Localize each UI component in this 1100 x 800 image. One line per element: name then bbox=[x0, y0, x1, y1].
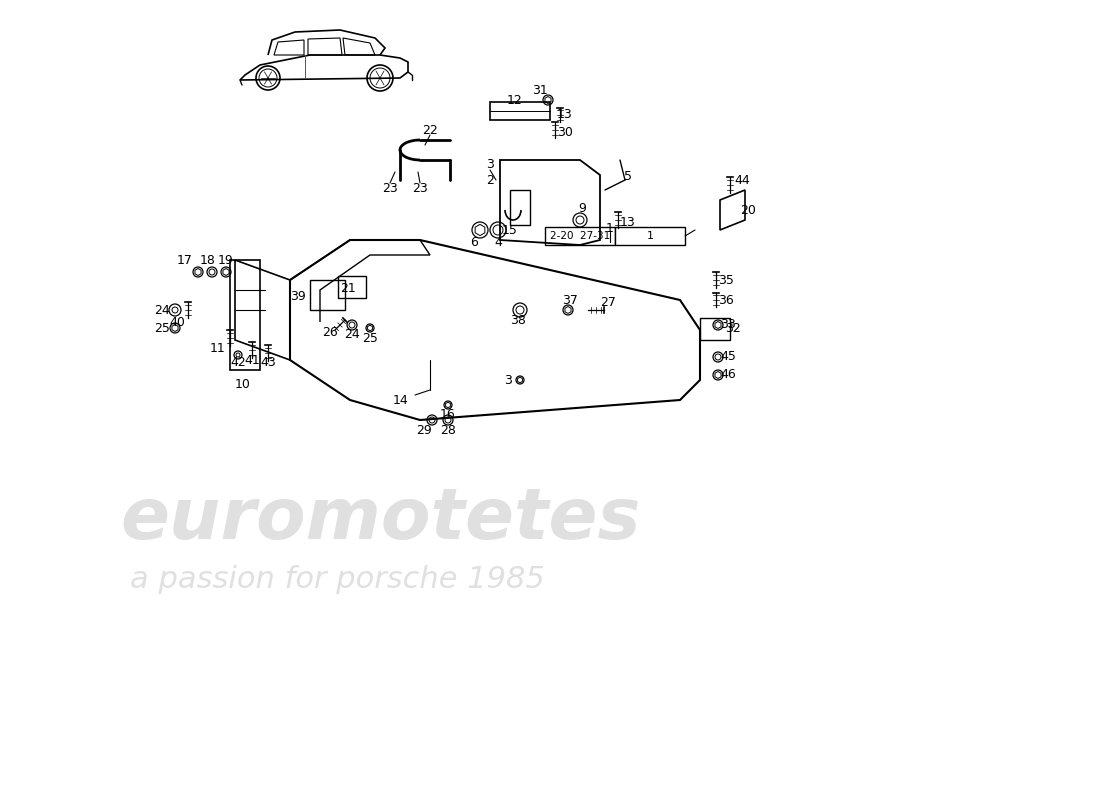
Text: 6: 6 bbox=[470, 235, 477, 249]
Text: 18: 18 bbox=[200, 254, 216, 266]
Text: 31: 31 bbox=[532, 83, 548, 97]
Text: 42: 42 bbox=[230, 357, 246, 370]
Text: 2-20  27-31: 2-20 27-31 bbox=[550, 231, 610, 241]
Text: 27: 27 bbox=[601, 297, 616, 310]
Bar bbox=[510, 190, 530, 225]
Text: 10: 10 bbox=[235, 378, 251, 391]
Text: 4: 4 bbox=[494, 235, 502, 249]
Bar bbox=[700, 318, 730, 340]
Text: 28: 28 bbox=[440, 423, 455, 437]
Text: 25: 25 bbox=[154, 322, 169, 334]
Bar bbox=[338, 276, 366, 298]
Text: 20: 20 bbox=[740, 203, 756, 217]
Text: 15: 15 bbox=[502, 223, 518, 237]
Text: 37: 37 bbox=[562, 294, 578, 306]
Text: 21: 21 bbox=[340, 282, 356, 294]
Text: 32: 32 bbox=[725, 322, 741, 335]
Text: 43: 43 bbox=[260, 357, 276, 370]
Text: 3: 3 bbox=[486, 158, 494, 170]
Text: euromotetes: euromotetes bbox=[120, 486, 640, 554]
Text: 23: 23 bbox=[412, 182, 428, 194]
Text: 23: 23 bbox=[382, 182, 398, 194]
Text: 11: 11 bbox=[210, 342, 225, 354]
Text: 40: 40 bbox=[169, 315, 185, 329]
Text: 24: 24 bbox=[154, 303, 169, 317]
Text: 12: 12 bbox=[507, 94, 522, 106]
Text: 22: 22 bbox=[422, 123, 438, 137]
Text: 33: 33 bbox=[720, 318, 736, 331]
Text: 26: 26 bbox=[322, 326, 338, 338]
Bar bbox=[310, 280, 345, 310]
Text: 39: 39 bbox=[290, 290, 306, 303]
Text: 17: 17 bbox=[177, 254, 192, 266]
Text: 35: 35 bbox=[718, 274, 734, 286]
Text: 19: 19 bbox=[218, 254, 234, 266]
Text: 16: 16 bbox=[440, 409, 455, 422]
Bar bbox=[615, 227, 685, 245]
Text: 38: 38 bbox=[510, 314, 526, 326]
Text: 44: 44 bbox=[734, 174, 750, 186]
Text: 13: 13 bbox=[557, 107, 573, 121]
Text: 1: 1 bbox=[647, 231, 653, 241]
Text: 1: 1 bbox=[606, 222, 614, 234]
Text: 45: 45 bbox=[720, 350, 736, 363]
Bar bbox=[544, 227, 615, 245]
Text: 41: 41 bbox=[244, 354, 260, 366]
Text: 9: 9 bbox=[579, 202, 586, 214]
Text: 29: 29 bbox=[416, 423, 432, 437]
Text: 5: 5 bbox=[624, 170, 632, 183]
Bar bbox=[490, 102, 550, 120]
Text: a passion for porsche 1985: a passion for porsche 1985 bbox=[130, 566, 544, 594]
Text: 14: 14 bbox=[393, 394, 408, 406]
Text: 3: 3 bbox=[504, 374, 512, 386]
Text: 2: 2 bbox=[486, 174, 494, 186]
Text: 46: 46 bbox=[720, 369, 736, 382]
Text: 25: 25 bbox=[362, 331, 378, 345]
Text: 24: 24 bbox=[344, 329, 360, 342]
Text: 36: 36 bbox=[718, 294, 734, 306]
Text: 13: 13 bbox=[620, 215, 636, 229]
Text: 30: 30 bbox=[557, 126, 573, 138]
